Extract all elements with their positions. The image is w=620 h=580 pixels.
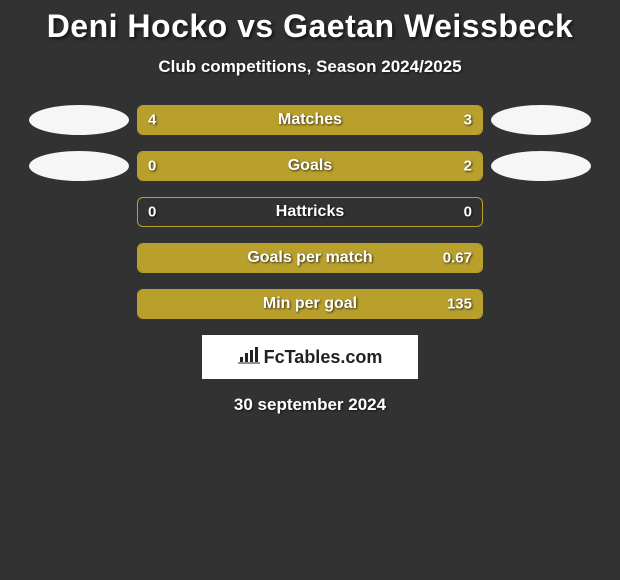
player-right-badge — [491, 151, 591, 181]
stat-row: 0 Goals 2 — [0, 151, 620, 181]
logo: FcTables.com — [238, 346, 383, 369]
logo-text: FcTables.com — [264, 347, 383, 368]
stat-bar-fill-right — [334, 106, 482, 134]
stat-bar: 4 Matches 3 — [137, 105, 483, 135]
bar-chart-icon — [238, 346, 260, 369]
stat-label: Goals — [288, 157, 332, 175]
stat-bar: Goals per match 0.67 — [137, 243, 483, 273]
stat-bar: 0 Goals 2 — [137, 151, 483, 181]
stat-left-value: 0 — [148, 204, 156, 221]
subtitle: Club competitions, Season 2024/2025 — [0, 57, 620, 77]
stat-left-value: 4 — [148, 112, 156, 129]
stat-right-value: 0 — [464, 204, 472, 221]
logo-box: FcTables.com — [202, 335, 418, 379]
player-left-badge — [29, 151, 129, 181]
stat-label: Goals per match — [247, 249, 372, 267]
spacer — [491, 243, 591, 273]
spacer — [29, 289, 129, 319]
stat-label: Min per goal — [263, 295, 357, 313]
page-title: Deni Hocko vs Gaetan Weissbeck — [0, 8, 620, 45]
spacer — [29, 197, 129, 227]
stat-left-value: 0 — [148, 158, 156, 175]
stat-label: Matches — [278, 111, 342, 129]
stat-bar: Min per goal 135 — [137, 289, 483, 319]
stat-row: Goals per match 0.67 — [0, 243, 620, 273]
stat-right-value: 135 — [447, 296, 472, 313]
stat-row: 0 Hattricks 0 — [0, 197, 620, 227]
spacer — [491, 197, 591, 227]
player-right-badge — [491, 105, 591, 135]
spacer — [491, 289, 591, 319]
date-text: 30 september 2024 — [0, 395, 620, 415]
stat-row: 4 Matches 3 — [0, 105, 620, 135]
stat-right-value: 3 — [464, 112, 472, 129]
stat-bar: 0 Hattricks 0 — [137, 197, 483, 227]
stat-row: Min per goal 135 — [0, 289, 620, 319]
spacer — [29, 243, 129, 273]
stat-label: Hattricks — [276, 203, 344, 221]
player-left-badge — [29, 105, 129, 135]
stat-right-value: 2 — [464, 158, 472, 175]
stat-right-value: 0.67 — [443, 250, 472, 267]
stat-bar-fill-right — [207, 152, 482, 180]
